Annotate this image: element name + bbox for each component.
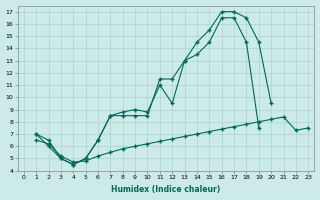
X-axis label: Humidex (Indice chaleur): Humidex (Indice chaleur) <box>111 185 221 194</box>
